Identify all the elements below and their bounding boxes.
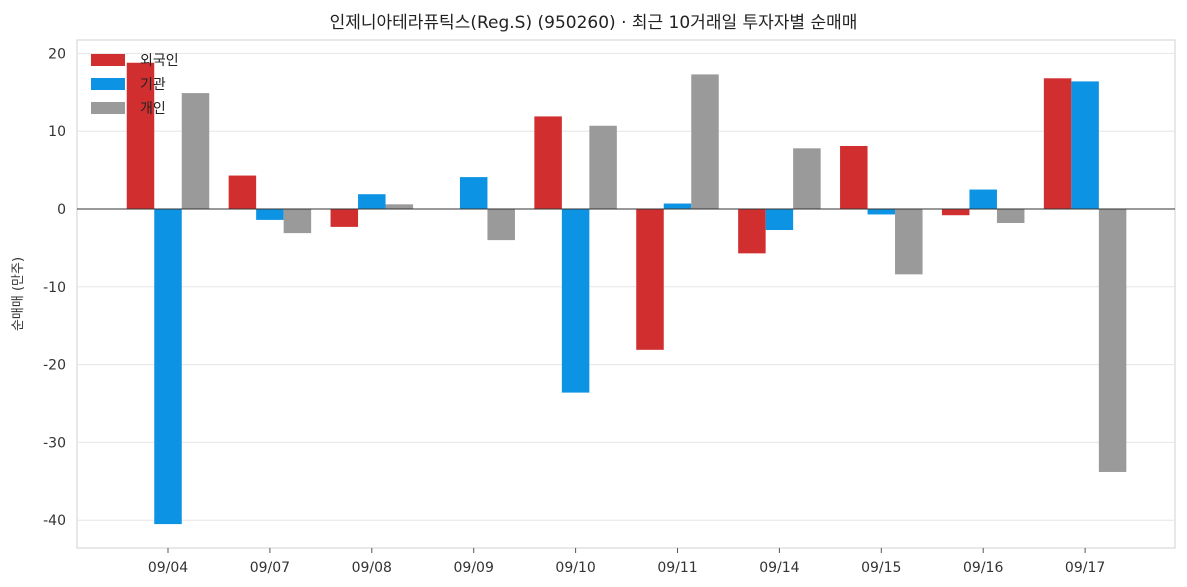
- bar-기관-09/07: [256, 209, 284, 220]
- legend-label: 기관: [140, 77, 166, 93]
- bars: [126, 62, 1127, 525]
- x-tick-label: 09/17: [1065, 560, 1105, 576]
- gridlines: [77, 52, 1175, 521]
- bar-외국인-09/07: [228, 175, 257, 209]
- x-tick-label: 09/16: [963, 560, 1003, 576]
- y-tick-label: -20: [43, 358, 66, 374]
- x-tick-label: 09/10: [555, 560, 595, 576]
- x-tick-label: 09/15: [861, 560, 901, 576]
- y-tick-label: -30: [43, 435, 66, 451]
- x-tick-label: 09/08: [352, 560, 392, 576]
- x-tick-label: 09/04: [148, 560, 188, 576]
- y-axis-label: 순매매 (만주): [11, 257, 26, 331]
- bar-기관-09/15: [867, 209, 896, 215]
- plot-frame: [76, 39, 1176, 549]
- bar-개인-09/07: [283, 209, 312, 234]
- bar-개인-09/17: [1098, 209, 1127, 472]
- chart-title: 인제니아테라퓨틱스(Reg.S) (950260) · 최근 10거래일 투자자…: [329, 13, 858, 33]
- bar-개인-09/16: [996, 209, 1025, 224]
- bar-개인-09/11: [691, 74, 719, 209]
- y-tick-label: 0: [57, 202, 66, 218]
- bar-외국인-09/08: [330, 209, 359, 227]
- bar-개인-09/04: [181, 93, 210, 209]
- bar-기관-09/17: [1071, 81, 1099, 209]
- bar-개인-09/08: [385, 204, 414, 209]
- bar-개인-09/14: [793, 148, 821, 209]
- bar-기관-09/09: [459, 177, 488, 209]
- bar-외국인-09/04: [126, 62, 155, 210]
- legend-swatch: [91, 102, 125, 114]
- bar-개인-09/09: [487, 209, 515, 241]
- x-tick-label: 09/11: [657, 560, 697, 576]
- bar-외국인-09/11: [636, 209, 664, 350]
- bar-외국인-09/16: [941, 209, 970, 216]
- bar-개인-09/15: [895, 209, 923, 275]
- bar-외국인-09/15: [840, 145, 868, 209]
- x-tick-label: 09/14: [759, 560, 799, 576]
- y-tick-label: 10: [48, 124, 66, 140]
- legend-swatch: [91, 78, 125, 90]
- bar-기관-09/10: [561, 209, 590, 393]
- bar-기관-09/16: [969, 189, 997, 209]
- y-tick-label: 20: [48, 46, 66, 62]
- y-tick-label: -40: [43, 513, 66, 529]
- legend-label: 개인: [140, 101, 166, 117]
- bar-기관-09/11: [663, 203, 692, 209]
- x-tick-labels: 09/04 09/07 09/08 09/09 09/10 09/11 09/14 09/15…: [148, 548, 1105, 576]
- x-tick-label: 09/07: [250, 560, 290, 576]
- bar-외국인-09/17: [1043, 78, 1072, 210]
- y-tick-labels: 20 10 0 -10 -20 -30 -40: [43, 46, 66, 529]
- x-tick-label: 09/09: [454, 560, 494, 576]
- legend-swatch: [91, 54, 125, 66]
- bar-개인-09/10: [589, 125, 617, 209]
- legend-label: 외국인: [140, 53, 179, 69]
- bar-기관-09/04: [154, 209, 182, 525]
- bar-기관-09/08: [358, 194, 386, 209]
- bar-외국인-09/10: [534, 116, 562, 209]
- bar-외국인-09/14: [738, 209, 766, 254]
- bar-기관-09/14: [765, 209, 794, 231]
- y-tick-label: -10: [43, 280, 66, 296]
